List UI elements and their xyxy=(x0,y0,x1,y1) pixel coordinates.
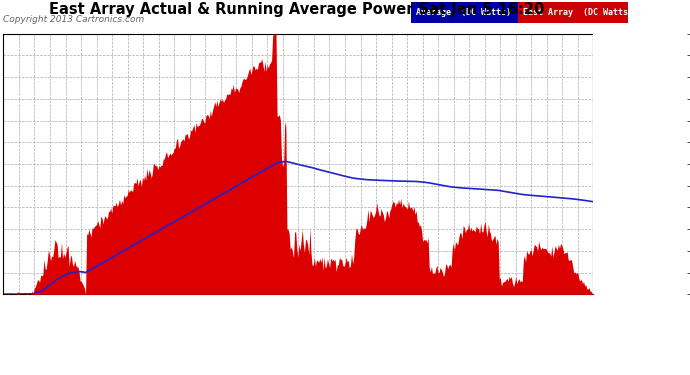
Text: East Array  (DC Watts): East Array (DC Watts) xyxy=(523,8,633,16)
Text: Copyright 2013 Cartronics.com: Copyright 2013 Cartronics.com xyxy=(3,15,145,24)
Text: East Array Actual & Running Average Power Sat Jan 5 16:20: East Array Actual & Running Average Powe… xyxy=(49,2,544,17)
Text: Average  (DC Watts): Average (DC Watts) xyxy=(416,8,511,16)
